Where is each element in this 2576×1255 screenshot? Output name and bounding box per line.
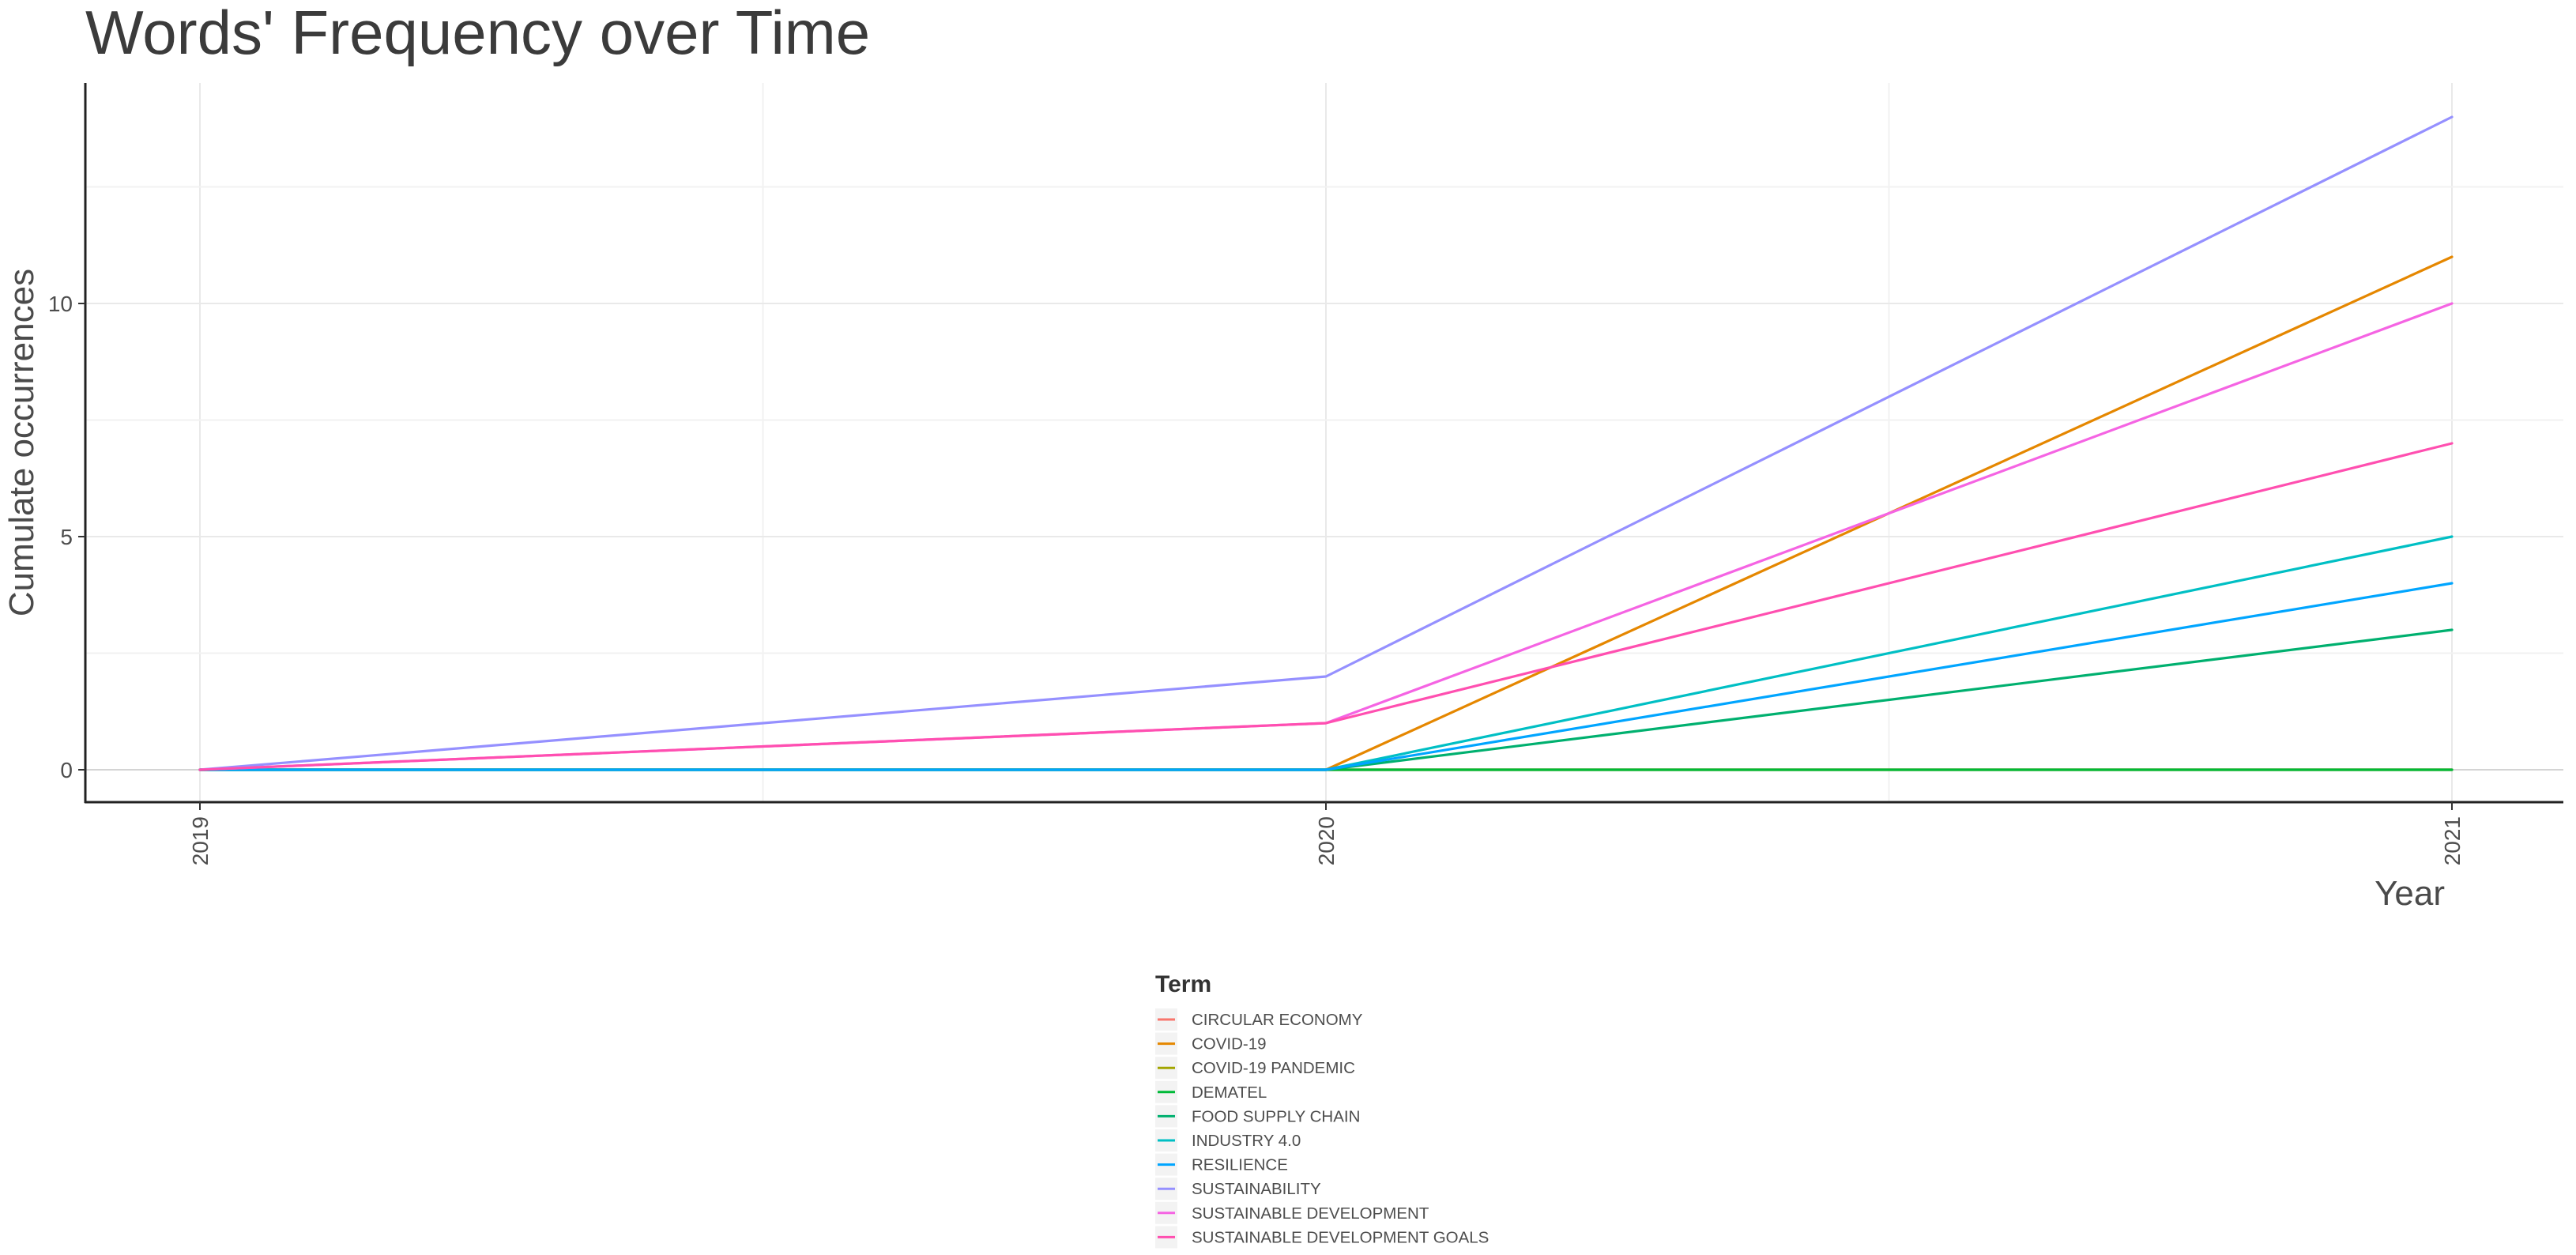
x-tick-label: 2021 [2440,816,2465,865]
legend-label: DEMATEL [1192,1084,1267,1102]
y-tick-label: 5 [60,525,73,549]
y-axis-title: Cumulate occurrences [2,269,41,616]
legend-label: COVID-19 [1192,1035,1267,1053]
legend: Term CIRCULAR ECONOMY COVID-19 COVID-19 PA… [1155,971,1489,1249]
axes [84,83,2563,804]
legend-label: SUSTAINABLE DEVELOPMENT [1192,1204,1429,1223]
y-tick-label: 10 [48,292,73,316]
legend-label: RESILIENCE [1192,1156,1288,1174]
legend-label: INDUSTRY 4.0 [1192,1132,1301,1150]
tick-labels: 0 5 10 2019 2020 2021 [48,292,2465,865]
legend-label: FOOD SUPPLY CHAIN [1192,1107,1360,1125]
chart-title: Words' Frequency over Time [85,0,870,67]
legend-label: SUSTAINABILITY [1192,1180,1321,1198]
legend-label: COVID-19 PANDEMIC [1192,1059,1355,1077]
series-line [198,115,2454,771]
legend-label: CIRCULAR ECONOMY [1192,1011,1363,1029]
grid-lines [85,83,2563,802]
series-line [198,442,2454,771]
x-tick-label: 2020 [1314,816,1339,865]
y-tick-label: 0 [60,758,73,782]
series-lines [198,115,2454,771]
legend-title: Term [1155,971,1211,997]
x-axis-title: Year [2375,874,2445,913]
x-tick-label: 2019 [188,816,213,865]
legend-label: SUSTAINABLE DEVELOPMENT GOALS [1192,1228,1489,1246]
series-line [198,582,2454,771]
